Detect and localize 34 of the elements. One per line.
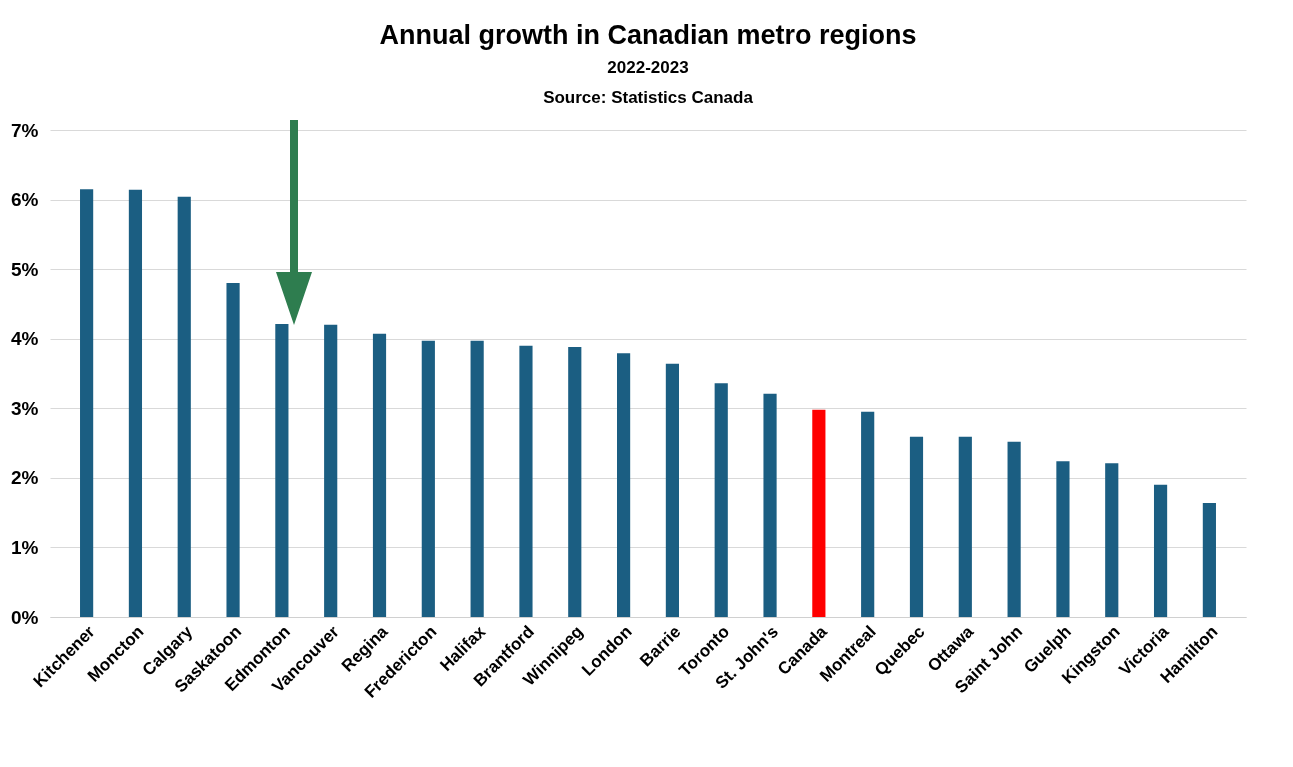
y-tick-label: 7% bbox=[11, 119, 39, 141]
y-tick-label: 0% bbox=[11, 606, 39, 628]
bar bbox=[861, 411, 875, 617]
bar bbox=[226, 283, 240, 617]
bar bbox=[421, 340, 435, 617]
y-tick-label: 4% bbox=[11, 328, 39, 350]
bar bbox=[617, 353, 631, 617]
bar bbox=[1056, 461, 1070, 617]
bar bbox=[1202, 502, 1216, 617]
bar bbox=[909, 436, 924, 617]
bar bbox=[665, 363, 679, 617]
y-tick-label: 5% bbox=[11, 258, 39, 280]
bar bbox=[958, 436, 972, 617]
bar bbox=[470, 340, 484, 617]
bar bbox=[812, 409, 826, 617]
source-note: Source: Statistics Canada bbox=[543, 88, 754, 107]
bar bbox=[568, 347, 582, 617]
bar bbox=[1007, 441, 1021, 617]
bar bbox=[324, 324, 338, 617]
bar bbox=[1105, 463, 1119, 617]
bar bbox=[177, 196, 191, 617]
y-tick-label: 1% bbox=[11, 536, 39, 558]
y-tick-label: 3% bbox=[11, 397, 39, 419]
chart-title: Annual growth in Canadian metro regions bbox=[379, 20, 917, 50]
bar bbox=[1153, 484, 1168, 617]
bar bbox=[128, 189, 143, 617]
bar bbox=[80, 189, 94, 617]
chart-subtitle: 2022-2023 bbox=[607, 58, 689, 77]
bar bbox=[714, 383, 728, 617]
y-tick-label: 6% bbox=[11, 189, 39, 211]
y-tick-label: 2% bbox=[11, 467, 39, 489]
bar bbox=[519, 345, 533, 617]
bar bbox=[763, 393, 777, 617]
bar bbox=[372, 333, 387, 617]
